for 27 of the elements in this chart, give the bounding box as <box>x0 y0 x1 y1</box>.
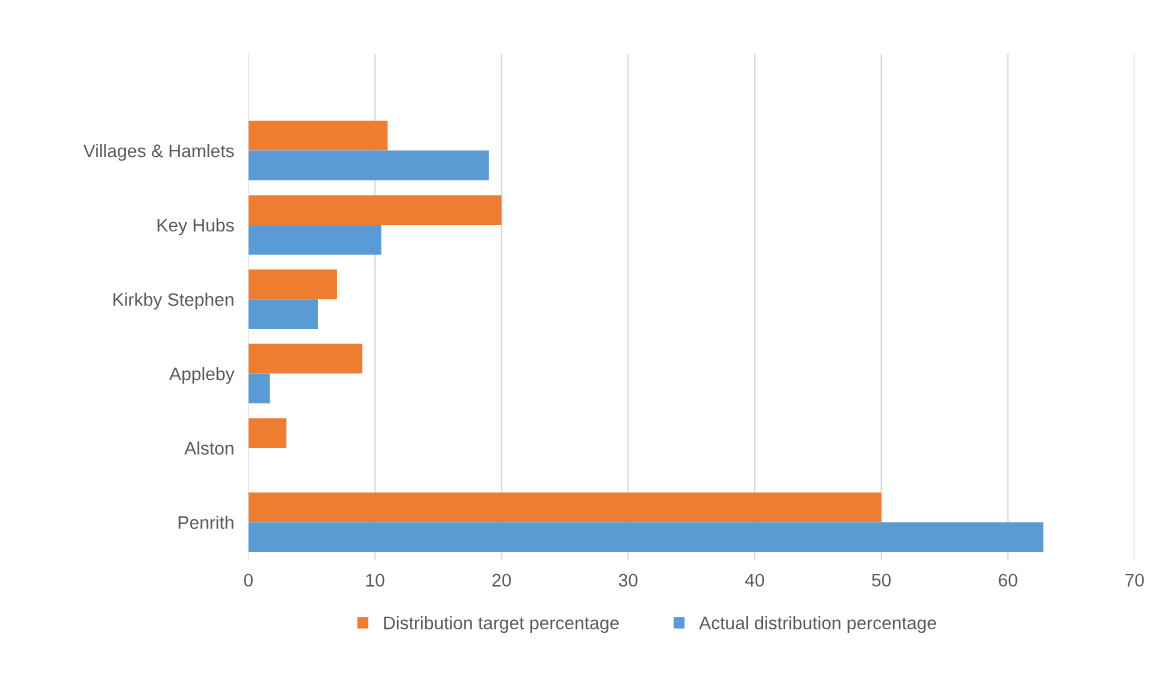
bar <box>248 150 489 181</box>
bar <box>248 299 318 329</box>
bar <box>248 522 1044 552</box>
bar <box>248 343 363 374</box>
x-tick-label: 70 <box>1125 573 1144 587</box>
x-tick-label: 10 <box>366 573 385 587</box>
bar <box>248 269 337 300</box>
x-tick-label: 40 <box>745 573 765 587</box>
x-tick-label: 0 <box>244 573 253 587</box>
x-tick-label: 20 <box>492 573 511 587</box>
x-tick-label: 30 <box>618 573 638 587</box>
bar <box>248 373 270 404</box>
bar <box>248 224 382 255</box>
y-tick-label: Alston <box>184 441 234 455</box>
y-tick-label: Appleby <box>169 367 235 384</box>
bar <box>248 120 388 151</box>
bar <box>248 195 502 225</box>
x-tick-label: 50 <box>872 573 891 587</box>
legend-label: Actual distribution percentage <box>699 616 937 633</box>
y-tick-label: Key Hubs <box>157 218 234 236</box>
bar <box>248 492 882 523</box>
y-tick-label: Kirkby Stephen <box>113 292 234 310</box>
bar <box>248 418 287 448</box>
y-tick-label: Penrith <box>178 515 234 529</box>
x-tick-label: 60 <box>998 573 1018 587</box>
legend-label: Distribution target percentage <box>384 616 619 633</box>
y-tick-label: Villages & Hamlets <box>83 144 234 161</box>
